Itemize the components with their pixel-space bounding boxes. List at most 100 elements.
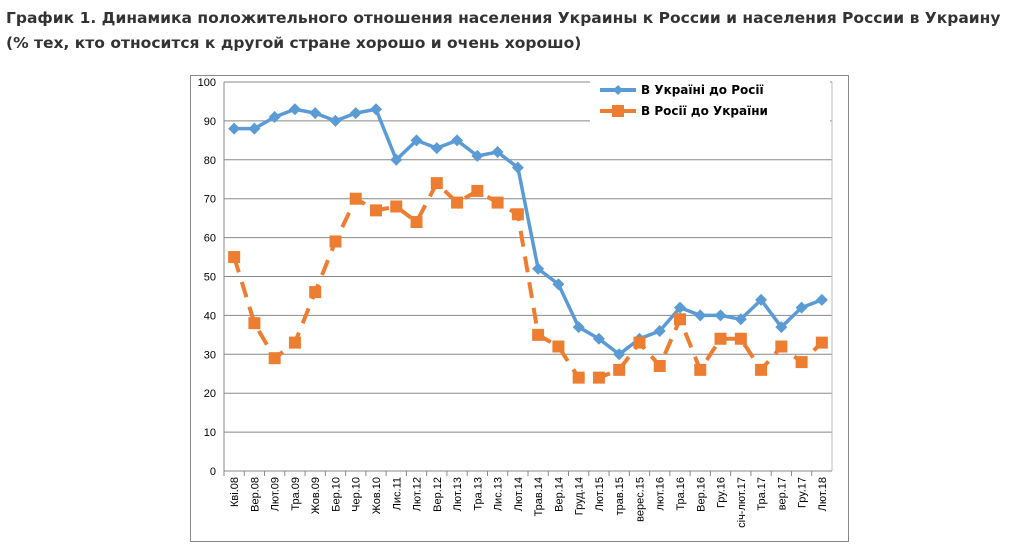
data-point-square [755,363,768,376]
x-tick-label: Жов.10 [371,477,383,514]
data-point-square [775,340,788,353]
y-tick-label: 40 [204,310,216,322]
data-point-square [572,371,585,384]
data-point-diamond [613,348,626,361]
x-tick-label: лют.16 [655,477,667,511]
x-tick-label: Чер.10 [351,477,363,512]
data-point-square [451,196,464,209]
x-tick-label: Лют.13 [452,477,464,511]
data-point-square [390,200,403,213]
x-tick-label: Вер.16 [695,477,707,512]
x-tick-label: Тра.09 [290,477,302,511]
data-point-diamond [288,103,301,116]
data-point-diamond [451,134,464,147]
data-point-square [815,336,828,349]
data-point-square [491,196,504,209]
y-tick-label: 80 [204,155,216,167]
y-tick-label: 70 [204,194,216,206]
x-tick-label: Лют.14 [513,477,525,511]
data-point-diamond [815,293,828,306]
x-tick-label: Лис.13 [493,477,505,511]
x-tick-label: Тра.16 [675,477,687,511]
legend-diamond-icon [613,85,623,95]
legend-box [590,78,830,122]
chart-frame [190,75,849,542]
data-point-diamond [329,114,342,127]
data-point-square [471,184,484,197]
x-tick-label: верес.15 [634,477,646,522]
x-tick-label: Тра.17 [756,477,768,511]
data-point-diamond [795,301,808,314]
data-point-square [694,363,707,376]
x-tick-label: вер.17 [776,477,788,510]
y-tick-label: 90 [204,116,216,128]
y-tick-label: 50 [204,272,216,284]
data-point-diamond [309,107,322,120]
data-point-diamond [430,142,443,155]
data-point-square [268,352,281,365]
data-point-square [288,336,301,349]
y-tick-label: 30 [204,349,216,361]
data-point-diamond [532,262,545,275]
legend-square-icon [612,105,624,117]
x-tick-label: Лют.18 [817,477,829,511]
data-point-square [430,177,443,190]
data-point-diamond [694,309,707,322]
data-point-diamond [775,321,788,334]
x-tick-label: Тра.13 [472,477,484,511]
x-tick-label: Лют.09 [270,477,282,511]
x-tick-label: Лис.11 [391,477,403,510]
data-point-square [653,359,666,372]
data-point-square [795,356,808,369]
data-point-square [714,332,727,345]
data-point-diamond [248,122,261,135]
y-tick-label: 100 [198,77,216,89]
x-tick-label: трав.15 [614,477,626,515]
data-point-diamond [228,122,241,135]
data-point-square [228,251,241,264]
data-point-square [309,286,322,299]
x-tick-label: Гру.16 [716,477,728,508]
data-point-diamond [471,149,484,162]
y-tick-label: 10 [204,427,216,439]
data-point-diamond [511,161,524,174]
legend-label: В Росії до України [641,104,768,118]
data-point-square [370,204,382,217]
data-point-square [511,208,524,221]
legend-label: В Україні до Росії [641,83,764,97]
data-point-diamond [592,332,605,345]
x-tick-label: Лют.12 [412,477,424,511]
data-point-diamond [734,313,747,326]
x-tick-label: Вер.08 [249,477,261,512]
data-point-square [248,317,261,330]
data-point-square [613,363,626,376]
chart-title: График 1. Динамика положительного отноше… [6,9,1001,52]
x-tick-label: Трав.14 [533,477,545,516]
data-point-square [532,328,545,341]
x-tick-label: Кві.08 [229,477,241,507]
data-point-diamond [674,301,686,314]
x-tick-label: січ-лют.17 [736,477,748,528]
data-point-diamond [714,309,727,322]
data-point-diamond [410,134,423,147]
x-tick-label: Жов.09 [310,477,322,514]
data-point-diamond [349,107,362,120]
data-point-square [329,235,342,248]
x-tick-label: Вер.12 [432,477,444,512]
data-point-diamond [491,146,504,159]
data-point-diamond [390,153,403,166]
y-tick-label: 20 [204,388,216,400]
data-point-square [734,332,747,345]
x-tick-label: Гру.17 [797,477,809,508]
x-tick-label: Вер.14 [553,477,565,512]
data-point-square [633,336,646,349]
data-point-square [552,340,565,353]
data-point-square [410,216,423,229]
data-point-diamond [370,103,382,116]
y-tick-label: 60 [204,233,216,245]
x-tick-label: Лют.15 [594,477,606,511]
x-tick-label: Груд.14 [574,477,586,515]
data-point-square [674,313,686,326]
data-point-square [592,371,605,384]
